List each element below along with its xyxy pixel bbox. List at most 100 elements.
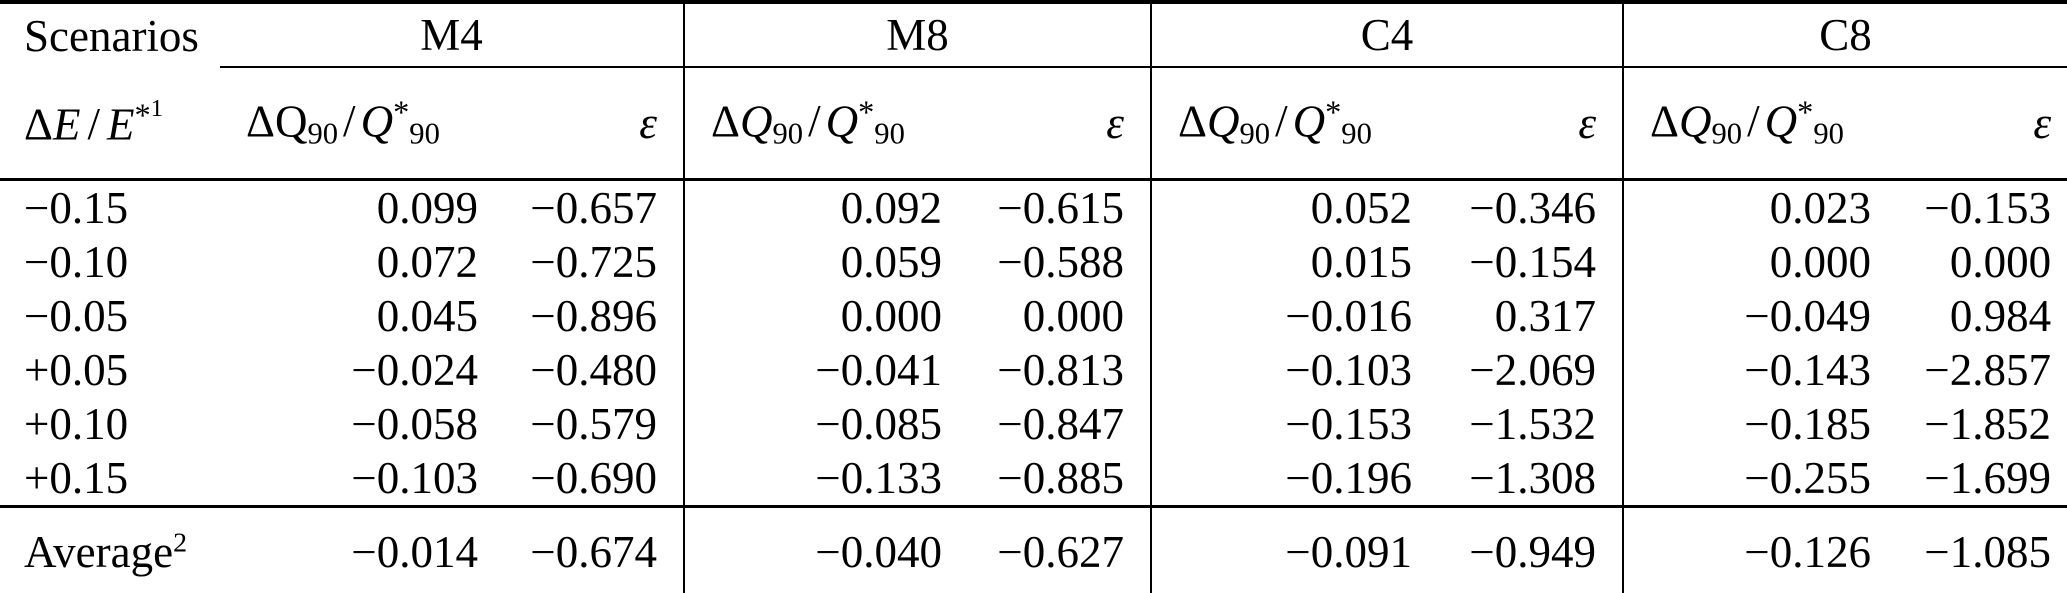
E-star-symbol: E: [106, 99, 135, 150]
table-row: +0.10 −0.058 −0.579 −0.085 −0.847 −0.153…: [0, 397, 2067, 451]
slash-symbol: /: [343, 96, 356, 147]
value-cell: −0.885: [997, 453, 1125, 503]
group-header-m4: M4: [220, 2, 685, 68]
value-cell: −0.346: [1469, 183, 1597, 233]
average-label-cell: Average2: [0, 505, 220, 593]
value-cell: 0.045: [376, 291, 478, 341]
value-cell: −1.699: [1924, 453, 2052, 503]
value-cell: 0.000: [1949, 237, 2052, 287]
scenario-cell: +0.05: [24, 345, 129, 395]
scenario-cell: −0.10: [24, 237, 129, 287]
slash-symbol: /: [1275, 96, 1288, 147]
scenario-cell: −0.05: [24, 291, 129, 341]
value-cell: −0.085: [683, 397, 957, 451]
delta-symbol: Δ: [246, 96, 275, 147]
subscript-90: 90: [1711, 116, 1743, 151]
value-cell: −0.133: [683, 451, 957, 507]
subscript-90: 90: [874, 116, 905, 151]
value-cell: −0.016: [1150, 289, 1427, 343]
scenario-cell: +0.15: [24, 453, 129, 503]
slash-symbol: /: [87, 99, 100, 150]
average-row: Average2 −0.014 −0.674 −0.040 −0.627 −0.…: [0, 505, 2067, 593]
value-cell: −0.103: [1150, 343, 1427, 397]
scenario-variable-header: ΔE / E*1: [0, 67, 220, 181]
table-row: −0.15 0.099 −0.657 0.092 −0.615 0.052 −0…: [0, 179, 2067, 235]
footnote-2-marker: 2: [173, 527, 188, 559]
E-symbol: E: [52, 99, 81, 150]
value-cell: −0.024: [351, 345, 478, 395]
asterisk-symbol: *: [393, 94, 410, 131]
value-cell: 0.984: [1949, 291, 2052, 341]
Q-star-symbol: Q: [825, 96, 859, 147]
value-cell: −0.725: [530, 237, 658, 287]
Q-symbol: Q: [1679, 96, 1712, 147]
value-cell: 0.000: [1022, 291, 1125, 341]
value-cell: −0.813: [997, 345, 1125, 395]
value-cell: −0.588: [997, 237, 1125, 287]
epsilon-header-m8: ε: [956, 67, 1152, 181]
value-cell: −2.857: [1924, 345, 2052, 395]
value-cell: −0.949: [1426, 505, 1624, 593]
asterisk-symbol: *: [1325, 94, 1342, 131]
scenario-cell: −0.15: [24, 183, 129, 233]
value-cell: −0.014: [220, 505, 492, 593]
value-cell: −0.041: [683, 343, 957, 397]
delta-symbol: Δ: [1178, 96, 1207, 147]
flow-ratio-header-c4: ΔQ90/Q*90: [1150, 67, 1427, 181]
value-cell: −0.091: [1150, 505, 1427, 593]
value-cell: −0.690: [530, 453, 658, 503]
average-label: Average: [24, 527, 174, 577]
value-cell: −0.255: [1622, 451, 1886, 507]
Q-symbol: Q: [1206, 96, 1240, 147]
value-cell: −0.058: [351, 399, 478, 449]
value-cell: −0.185: [1622, 397, 1886, 451]
group-header-m8: M8: [683, 2, 1152, 68]
value-cell: −0.627: [956, 505, 1152, 593]
value-cell: 0.023: [1622, 179, 1886, 235]
value-cell: −0.154: [1469, 237, 1597, 287]
value-cell: 0.052: [1150, 179, 1427, 235]
value-cell: −2.069: [1469, 345, 1597, 395]
flow-ratio-header-m8: ΔQ90/Q*90: [683, 67, 957, 181]
value-cell: −1.852: [1924, 399, 2052, 449]
value-cell: 0.317: [1494, 291, 1597, 341]
value-cell: −0.126: [1622, 505, 1886, 593]
subscript-90: 90: [1239, 116, 1271, 151]
value-cell: 0.015: [1150, 235, 1427, 289]
slash-symbol: /: [1747, 96, 1760, 147]
Q-star-symbol: Q: [360, 96, 394, 147]
epsilon-symbol: ε: [1106, 98, 1125, 148]
value-cell: −0.040: [683, 505, 957, 593]
value-cell: −0.143: [1622, 343, 1886, 397]
value-cell: 0.099: [376, 183, 478, 233]
value-cell: −0.153: [1924, 183, 2052, 233]
group-header-c8: C8: [1622, 2, 2067, 68]
delta-symbol: Δ: [24, 99, 53, 150]
slash-symbol: /: [808, 96, 821, 147]
group-header-row: Scenarios M4 M8 C4 C8: [0, 2, 2067, 68]
epsilon-symbol: ε: [639, 98, 658, 148]
value-cell: −0.657: [530, 183, 658, 233]
delta-symbol: Δ: [711, 96, 740, 147]
scenario-cell: +0.10: [24, 399, 129, 449]
Q-star-symbol: Q: [1764, 96, 1798, 147]
value-cell: 0.059: [683, 235, 957, 289]
value-cell: −0.103: [351, 453, 478, 503]
value-cell: −0.196: [1150, 451, 1427, 507]
Q-star-symbol: Q: [1292, 96, 1326, 147]
value-cell: 0.072: [376, 237, 478, 287]
epsilon-symbol: ε: [1578, 98, 1597, 148]
sub-header-row: ΔE / E*1 ΔQ90/Q*90 ε ΔQ90/Q*90 ε ΔQ90/Q*90…: [0, 67, 2067, 181]
value-cell: −1.532: [1469, 399, 1597, 449]
value-cell: −0.480: [530, 345, 658, 395]
subscript-90: 90: [409, 116, 440, 151]
epsilon-header-c8: ε: [1885, 67, 2067, 181]
value-cell: −0.579: [530, 399, 658, 449]
value-cell: −0.674: [492, 505, 685, 593]
footnote-1-marker: 1: [150, 94, 164, 122]
value-cell: 0.000: [1622, 235, 1886, 289]
value-cell: −0.847: [997, 399, 1125, 449]
epsilon-header-m4: ε: [492, 67, 685, 181]
Q-symbol: Q: [739, 96, 773, 147]
